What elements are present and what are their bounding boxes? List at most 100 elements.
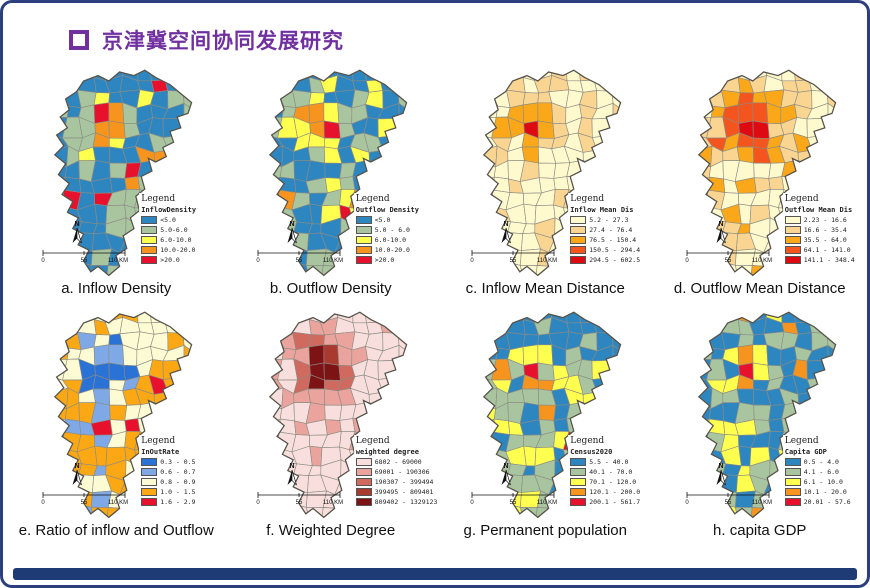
legend-row: 190307 - 399494 bbox=[355, 478, 433, 486]
county-patch bbox=[34, 406, 53, 423]
county-patch bbox=[394, 315, 407, 338]
county-patch bbox=[538, 404, 557, 421]
county-patch bbox=[55, 77, 67, 93]
county-patch bbox=[608, 376, 621, 396]
legend-class-label: 0.8 - 0.9 bbox=[160, 478, 196, 486]
county-patch bbox=[823, 70, 836, 78]
legend-field-name: Census2020 bbox=[570, 448, 613, 456]
county-patch bbox=[283, 260, 299, 276]
county-patch bbox=[708, 312, 726, 323]
county-patch bbox=[821, 160, 836, 177]
county-patch bbox=[392, 147, 407, 166]
county-patch bbox=[680, 346, 698, 366]
legend-class-label: 16.6 - 35.4 bbox=[803, 226, 847, 234]
county-patch bbox=[179, 312, 192, 320]
legend-row: 10.0-20.0 bbox=[141, 246, 215, 254]
legend-class-label: 1.0 - 1.5 bbox=[160, 488, 196, 496]
legend-class-label: 35.5 - 64.0 bbox=[803, 236, 847, 244]
county-patch bbox=[822, 376, 836, 396]
county-patch bbox=[464, 504, 483, 521]
county-patch bbox=[123, 504, 137, 518]
square-bullet-icon bbox=[69, 30, 89, 50]
county-patch bbox=[178, 402, 192, 419]
legend-class-label: 69001 - 190306 bbox=[374, 468, 430, 476]
county-patch bbox=[179, 117, 192, 136]
county-patch bbox=[608, 117, 621, 136]
county-patch bbox=[484, 446, 492, 464]
county-patch bbox=[324, 162, 342, 179]
legend-field-name: InflowDensity bbox=[141, 206, 197, 214]
panel-caption: b. Outflow Density bbox=[269, 280, 392, 297]
county-patch bbox=[497, 502, 514, 518]
legend-field-name: Inflow Mean Dis bbox=[570, 206, 634, 214]
county-patch bbox=[553, 418, 570, 432]
county-patch bbox=[68, 502, 85, 518]
county-patch bbox=[35, 205, 54, 224]
county-patch bbox=[36, 317, 52, 332]
panel-caption: d. Outflow Mean Distance bbox=[673, 280, 846, 297]
legend-class-label: 6.0-10.0 bbox=[160, 236, 192, 244]
county-patch bbox=[538, 162, 557, 179]
legend-row: 10.1 - 20.0 bbox=[784, 488, 859, 496]
county-patch bbox=[466, 89, 480, 108]
county-patch bbox=[607, 160, 621, 177]
county-patch bbox=[464, 191, 481, 207]
legend-swatch bbox=[355, 216, 372, 224]
panel-caption: e. Ratio of inflow and Outflow bbox=[18, 522, 214, 539]
panel-caption: h. capita GDP bbox=[713, 522, 807, 539]
county-patch bbox=[680, 89, 694, 108]
county-patch bbox=[465, 317, 481, 332]
legend-swatch bbox=[355, 488, 372, 496]
county-patch bbox=[678, 433, 695, 449]
county-patch bbox=[123, 262, 137, 276]
legend-swatch bbox=[784, 236, 801, 244]
legend-swatch bbox=[570, 256, 587, 264]
county-patch bbox=[324, 404, 342, 421]
legend-swatch bbox=[784, 498, 801, 506]
legend-class-label: 6.1 - 10.0 bbox=[803, 478, 843, 486]
county-patch bbox=[249, 180, 267, 195]
legend-swatch bbox=[141, 498, 158, 506]
north-arrow-left-half bbox=[72, 228, 78, 243]
county-patch bbox=[249, 406, 268, 423]
north-arrow: N bbox=[498, 461, 514, 487]
county-patch bbox=[608, 359, 621, 378]
county-patch bbox=[250, 317, 266, 332]
county-patch bbox=[822, 117, 836, 136]
county-patch bbox=[269, 77, 281, 93]
choropleth-map bbox=[464, 311, 622, 521]
county-patch bbox=[698, 103, 713, 119]
county-patch bbox=[249, 433, 266, 449]
county-patch bbox=[678, 205, 697, 224]
legend-row: 64.1 - 141.0 bbox=[784, 246, 859, 254]
county-patch bbox=[484, 330, 499, 349]
legend-row: 150.5 - 294.4 bbox=[570, 246, 644, 254]
county-patch bbox=[484, 345, 499, 361]
county-patch bbox=[466, 331, 480, 350]
legend-field-name: Outflow Mean Dis bbox=[784, 206, 853, 214]
county-patch bbox=[679, 75, 695, 90]
scale-tick-0: 0 bbox=[471, 258, 475, 264]
legend-title: Legend bbox=[141, 194, 176, 204]
county-patch bbox=[93, 344, 110, 366]
county-patch bbox=[566, 312, 582, 324]
county-patch bbox=[677, 305, 695, 320]
county-patch bbox=[179, 134, 192, 154]
county-patch bbox=[252, 378, 267, 394]
county-patch bbox=[308, 344, 325, 366]
county-patch bbox=[396, 175, 407, 192]
county-patch bbox=[179, 376, 192, 396]
scale-tick-0: 0 bbox=[256, 258, 260, 264]
county-patch bbox=[33, 305, 51, 320]
county-patch bbox=[592, 312, 613, 323]
county-patch bbox=[55, 204, 63, 222]
legend-row: 0.6 - 0.7 bbox=[141, 468, 215, 476]
county-patch bbox=[484, 312, 499, 322]
county-patch bbox=[484, 70, 499, 80]
north-arrow: N bbox=[69, 461, 85, 487]
county-patch bbox=[364, 401, 379, 420]
legend-row: 294.5 - 602.5 bbox=[570, 256, 644, 264]
county-patch bbox=[606, 508, 621, 518]
legend-swatch bbox=[355, 468, 372, 476]
